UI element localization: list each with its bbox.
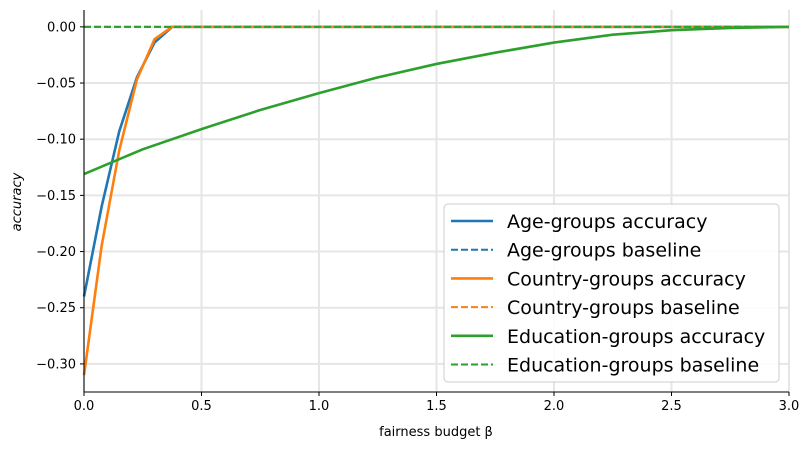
y-tick-label: −0.05 xyxy=(36,77,76,92)
axes xyxy=(80,10,790,396)
y-tick-label: −0.10 xyxy=(36,133,76,148)
legend-label: Country-groups baseline xyxy=(507,297,740,319)
legend-label: Education-groups accuracy xyxy=(507,326,765,348)
plot-area xyxy=(82,25,790,376)
x-tick-label: 1.0 xyxy=(309,399,330,414)
x-axis-label: fairness budget β xyxy=(379,425,493,440)
legend-label: Country-groups accuracy xyxy=(507,268,746,290)
legend-label: Education-groups baseline xyxy=(507,355,759,377)
series-line-education-groups-accuracy xyxy=(83,25,790,176)
y-tick-label: −0.20 xyxy=(36,245,76,260)
x-tick-label: 2.5 xyxy=(661,399,682,414)
y-axis-label: accuracy xyxy=(10,172,25,231)
y-tick-label: −0.15 xyxy=(36,189,76,204)
y-tick-label: −0.25 xyxy=(36,301,76,316)
x-tick-label: 1.5 xyxy=(426,399,447,414)
legend: Age-groups accuracy Age-groups baseline Co… xyxy=(443,203,780,383)
x-tick-label: 0.5 xyxy=(191,399,212,414)
tick-labels: 0.0 0.5 1.0 1.5 2.0 2.5 3.0 0.00 −0.05 −0.10 −0.15… xyxy=(36,20,799,414)
y-tick-label: −0.30 xyxy=(36,357,76,372)
y-tick-label: 0.00 xyxy=(47,20,76,35)
x-tick-label: 2.0 xyxy=(544,399,565,414)
legend-label: Age-groups accuracy xyxy=(507,211,707,233)
x-tick-label: 3.0 xyxy=(779,399,800,414)
x-tick-label: 0.0 xyxy=(74,399,95,414)
legend-frame xyxy=(443,203,780,383)
legend-label: Age-groups baseline xyxy=(507,240,701,262)
